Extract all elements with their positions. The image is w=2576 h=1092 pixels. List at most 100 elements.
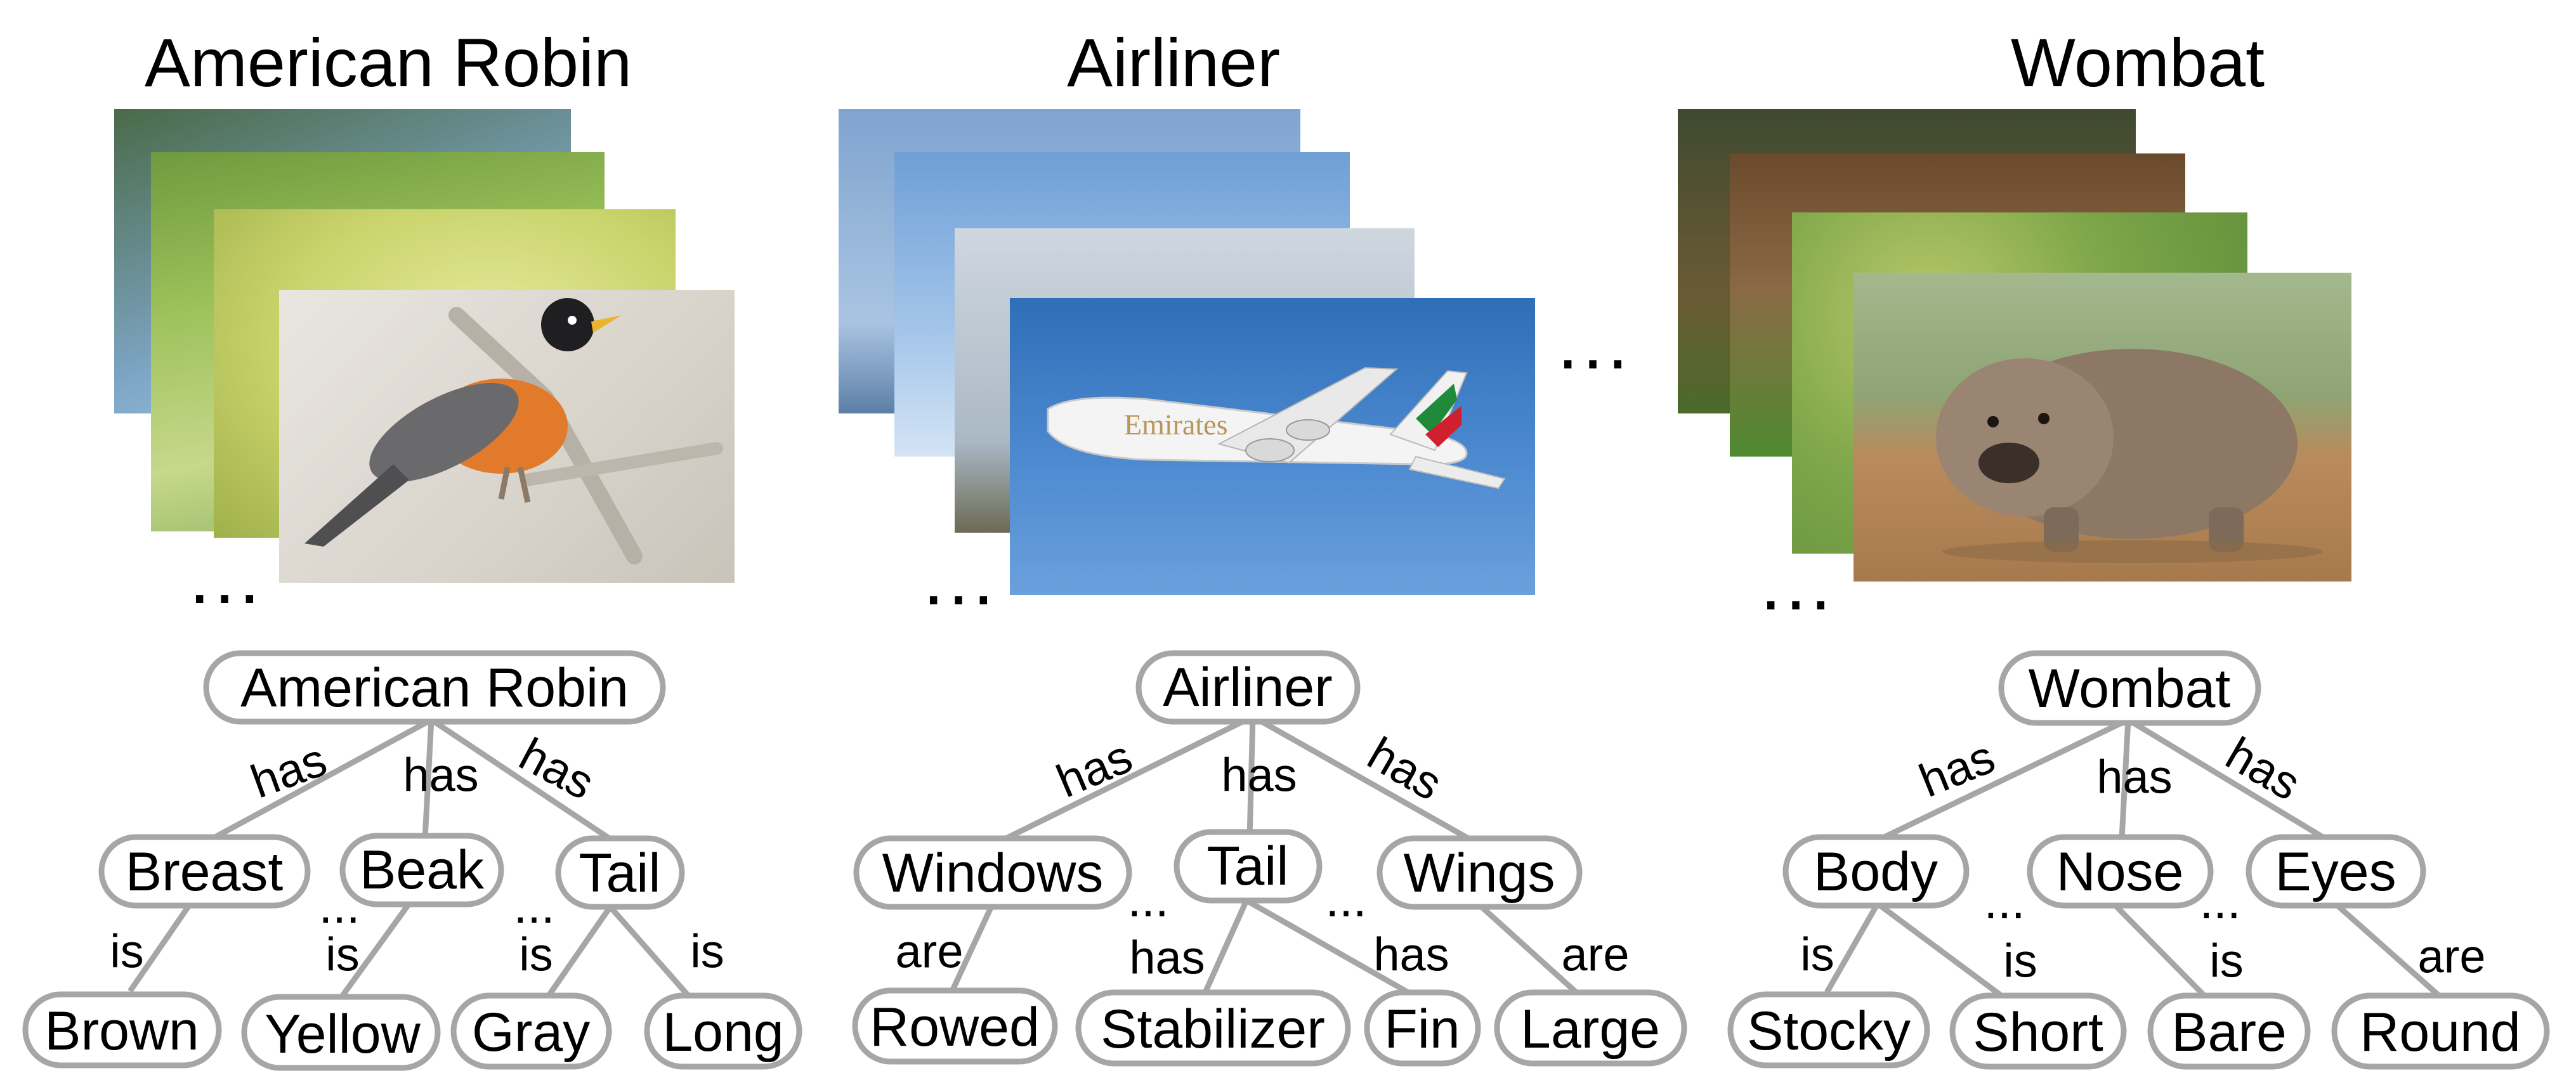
airliner-node-fin: Fin <box>1364 989 1481 1067</box>
svg-text:Bare: Bare <box>2171 1002 2287 1063</box>
svg-text:Nose: Nose <box>2056 842 2184 902</box>
svg-text:Brown: Brown <box>44 1001 199 1062</box>
airliner-plane-image: Emirates <box>1047 367 1506 490</box>
robin-edge-root-beak <box>422 719 435 839</box>
svg-text:Yellow: Yellow <box>265 1004 421 1065</box>
robin-edge-label-tail-gray: is <box>519 928 552 981</box>
airliner-edge-label-root-windows: has <box>1049 729 1139 807</box>
wombat-node-stocky: Stocky <box>1727 991 1930 1069</box>
airliner-tree: has has has are has has are ... ... Airl… <box>852 650 1687 1067</box>
robin-node-root: American Robin <box>203 650 666 725</box>
airliner-edge-label-tail-fin: has <box>1373 928 1449 981</box>
robin-edge-label-root-beak: has <box>403 749 478 802</box>
robin-edge-label-tail-long: is <box>690 925 724 978</box>
robin-node-brown: Brown <box>22 991 222 1069</box>
wombat-node-round: Round <box>2331 992 2550 1070</box>
svg-text:Short: Short <box>1973 1002 2103 1063</box>
airliner-node-rowed: Rowed <box>852 987 1058 1065</box>
svg-text:Rowed: Rowed <box>870 997 1040 1058</box>
svg-text:Beak: Beak <box>360 840 485 900</box>
wombat-edge-nose-bare <box>2113 903 2207 998</box>
airliner-ellipsis-2: ... <box>1325 871 1366 927</box>
wombat-node-short: Short <box>1949 992 2127 1070</box>
svg-text:Breast: Breast <box>126 842 284 902</box>
airliner-edge-label-wings-large: are <box>1562 928 1630 981</box>
svg-text:Round: Round <box>2360 1002 2520 1063</box>
robin-edge-label-beak-yellow: is <box>325 928 359 981</box>
airliner-edge-root-wings <box>1251 714 1474 843</box>
airliner-ellipsis-1: ... <box>1127 871 1168 927</box>
svg-text:Windows: Windows <box>882 843 1104 904</box>
wombat-edge-body-stocky <box>1824 902 1880 994</box>
airliner-edge-tail-stabilizer <box>1202 899 1250 994</box>
airliner-node-stabilizer: Stabilizer <box>1075 989 1351 1067</box>
svg-text:Wings: Wings <box>1404 843 1555 904</box>
svg-text:Stabilizer: Stabilizer <box>1101 999 1325 1060</box>
airliner-edge-root-tail <box>1246 716 1256 839</box>
robin-node-breast: Breast <box>98 834 311 909</box>
wombat-edge-label-root-body: has <box>1912 730 2002 807</box>
svg-text:Stocky: Stocky <box>1747 1001 1911 1062</box>
robin-edge-label-breast-brown: is <box>110 925 143 978</box>
svg-text:Tail: Tail <box>579 843 660 904</box>
svg-text:Gray: Gray <box>472 1002 590 1063</box>
airliner-edge-tail-fin <box>1245 898 1410 995</box>
robin-edge-beak-yellow <box>340 902 412 998</box>
robin-edge-tail-gray <box>546 905 613 998</box>
robin-node-tail: Tail <box>555 835 685 910</box>
wombat-tree: has has has is is is are ... ... Wombat … <box>1727 650 2550 1070</box>
wombat-edge-root-body <box>1876 717 2129 843</box>
robin-edge-label-root-breast: has <box>244 733 334 809</box>
robin-bird-image <box>304 298 723 564</box>
airliner-node-windows: Windows <box>853 835 1132 910</box>
wombat-edge-root-eyes <box>2126 717 2330 843</box>
wombat-node-root: Wombat <box>1998 650 2261 726</box>
airliner-node-wings: Wings <box>1376 835 1583 910</box>
svg-text:American Robin: American Robin <box>240 658 629 718</box>
robin-node-beak: Beak <box>339 833 504 907</box>
wombat-node-eyes: Eyes <box>2246 834 2426 909</box>
airliner-edge-label-root-wings: has <box>1359 727 1451 810</box>
wombat-edge-label-root-eyes: has <box>2218 727 2310 810</box>
wombat-edge-label-root-nose: has <box>2096 751 2172 803</box>
svg-text:Long: Long <box>662 1002 783 1063</box>
robin-photo-4 <box>279 290 735 583</box>
robin-edge-label-root-tail: has <box>511 727 603 809</box>
robin-edge-root-breast <box>207 717 433 843</box>
airliner-node-root: Airliner <box>1135 650 1361 725</box>
svg-text:Wombat: Wombat <box>2029 658 2231 719</box>
robin-node-yellow: Yellow <box>241 994 441 1071</box>
svg-text:Eyes: Eyes <box>2275 842 2396 902</box>
wombat-edge-root-nose <box>2119 719 2131 839</box>
wombat-animal-image <box>1936 349 2323 563</box>
wombat-edge-body-short <box>1876 901 2003 998</box>
airliner-edge-wings-large <box>1475 901 1579 995</box>
wombat-node-nose: Nose <box>2027 834 2214 909</box>
wombat-ellipsis-1: ... <box>1984 873 2025 929</box>
svg-text:Tail: Tail <box>1206 836 1288 897</box>
robin-edge-root-tail <box>429 717 614 843</box>
airliner-edge-root-windows <box>1001 713 1254 843</box>
class-title-wombat: Wombat <box>2010 24 2265 101</box>
svg-text:Airliner: Airliner <box>1163 657 1333 718</box>
wombat-node-bare: Bare <box>2147 992 2311 1070</box>
robin-ellipsis-2: ... <box>513 878 554 933</box>
airliner-edge-label-root-tail: has <box>1221 749 1297 802</box>
wombat-edge-label-body-stocky: is <box>1800 928 1834 981</box>
airliner-photo-4: Emirates <box>1010 298 1535 595</box>
airliner-node-tail: Tail <box>1174 829 1323 904</box>
robin-more-images-ellipsis: ... <box>189 535 265 620</box>
airliner-edge-label-tail-stabilizer: has <box>1129 932 1205 984</box>
robin-tree: has has has is is is is ... ... American… <box>22 650 802 1071</box>
wombat-node-body: Body <box>1782 834 1970 909</box>
class-title-airliner: Airliner <box>1066 24 1281 101</box>
robin-node-long: Long <box>644 992 802 1070</box>
wombat-edge-label-eyes-round: are <box>2418 930 2486 983</box>
airliner-edge-windows-rowed <box>948 902 996 994</box>
svg-text:Fin: Fin <box>1384 999 1460 1060</box>
wombat-edge-label-nose-bare: is <box>2209 935 2243 987</box>
airliner-node-large: Large <box>1494 989 1687 1067</box>
wombat-edge-label-body-short: is <box>2003 935 2037 987</box>
